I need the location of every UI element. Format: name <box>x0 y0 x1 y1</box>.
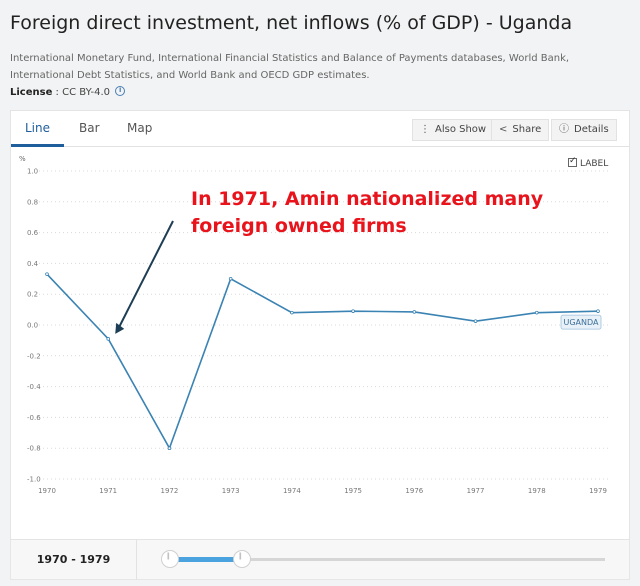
info-icon[interactable] <box>115 86 125 96</box>
x-tick-label: 1977 <box>467 487 485 495</box>
x-tick-label: 1976 <box>405 487 423 495</box>
tab-bar[interactable]: Bar <box>79 121 100 135</box>
data-point <box>106 337 111 341</box>
y-tick-label: -0.4 <box>27 383 41 391</box>
data-point <box>596 309 600 313</box>
label-toggle-text: LABEL <box>580 159 609 169</box>
data-point <box>412 310 417 314</box>
range-footer: 1970 - 1979 <box>10 540 630 580</box>
chart-annotation: In 1971, Amin nationalized many foreign … <box>191 186 571 240</box>
y-tick-label: -0.6 <box>27 414 41 422</box>
share-button[interactable]: < Share <box>491 119 550 141</box>
x-tick-label: 1974 <box>283 487 301 495</box>
x-tick-label: 1971 <box>99 487 117 495</box>
source-text: International Monetary Fund, Internation… <box>10 53 570 81</box>
x-tick-label: 1973 <box>222 487 240 495</box>
x-tick-label: 1970 <box>38 487 56 495</box>
line-chart: %1.0 0.8 0.6 0.4 0.2 0.0 -0.2 -0.4 -0.6 -0.8 -1.0 1… <box>19 155 608 495</box>
chart-card: Line Bar Map ⋮ Also Show < Share ⓘ Details … <box>10 110 630 540</box>
y-tick-label: -0.2 <box>27 352 41 360</box>
series-label: UGANDA <box>563 318 599 327</box>
active-tab-indicator <box>11 144 64 147</box>
also-show-button[interactable]: ⋮ Also Show <box>412 119 495 141</box>
x-tick-label: 1975 <box>344 487 362 495</box>
page-title: Foreign direct investment, net inflows (… <box>10 12 573 34</box>
license-line: License : CC BY-4.0 <box>10 86 125 98</box>
share-icon: < <box>499 124 508 135</box>
y-tick-label: -1.0 <box>27 476 41 484</box>
tab-line[interactable]: Line <box>25 121 51 135</box>
share-label: Share <box>512 124 542 135</box>
license-label: License <box>10 87 53 98</box>
x-tick-label: 1979 <box>589 487 607 495</box>
annotation-arrow-head <box>115 322 125 334</box>
data-point <box>167 446 172 451</box>
range-slider-fill <box>169 557 241 562</box>
checkbox-icon[interactable] <box>568 156 577 167</box>
y-tick-label: 0.0 <box>27 322 38 330</box>
license-value: CC BY-4.0 <box>62 87 110 98</box>
tab-map[interactable]: Map <box>127 121 153 135</box>
series-label-box <box>560 314 602 330</box>
details-button[interactable]: ⓘ Details <box>551 119 617 141</box>
y-tick-label: 0.4 <box>27 260 39 268</box>
range-end-handle[interactable] <box>233 550 251 568</box>
data-point <box>45 272 49 276</box>
more-vertical-icon: ⋮ <box>420 124 430 135</box>
license-separator: : <box>52 87 63 98</box>
data-point <box>228 277 233 281</box>
range-start-handle[interactable] <box>161 550 179 568</box>
y-tick-label: 0.8 <box>27 198 38 206</box>
label-toggle[interactable]: LABEL <box>568 156 609 169</box>
x-tick-label: 1978 <box>528 487 546 495</box>
data-point <box>351 309 355 313</box>
data-point <box>290 310 294 315</box>
y-unit-label: % <box>19 155 26 163</box>
also-show-label: Also Show <box>435 124 487 135</box>
annotation-arrow-shaft <box>117 220 174 330</box>
data-point <box>534 310 539 315</box>
x-tick-label: 1972 <box>161 487 179 495</box>
annotation-line-2: foreign owned firms <box>191 215 407 237</box>
data-point <box>473 319 478 323</box>
details-label: Details <box>574 124 609 135</box>
annotation-line-1: In 1971, Amin nationalized many <box>191 188 544 210</box>
y-tick-label: -0.8 <box>27 445 41 453</box>
chart-tabs: Line Bar Map ⋮ Also Show < Share ⓘ Details <box>11 111 629 147</box>
range-label: 1970 - 1979 <box>11 540 137 580</box>
info-circle-icon: ⓘ <box>559 124 569 135</box>
range-slider-track[interactable] <box>167 558 605 561</box>
y-tick-label: 0.2 <box>27 291 38 299</box>
series-line-uganda <box>46 273 599 451</box>
y-tick-label: 0.6 <box>27 229 39 237</box>
y-tick-label: 1.0 <box>27 168 38 176</box>
